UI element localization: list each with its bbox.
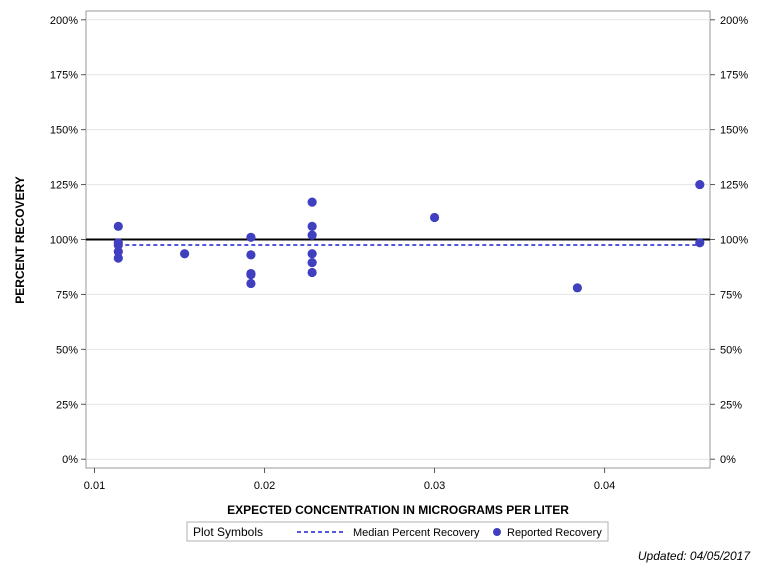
reported-recovery-point <box>307 221 317 231</box>
reported-recovery-point <box>246 232 256 242</box>
y-tick-label-left: 200% <box>50 15 78 27</box>
y-tick-label-left: 100% <box>50 235 78 247</box>
reported-recovery-point <box>180 249 190 259</box>
axis-ticks: 0% 0% 25% 25% 50% 50% 75% 75% 100% 100% 125% 125% 15… <box>50 15 748 492</box>
legend-box <box>186 521 609 542</box>
y-tick-label-right: 100% <box>720 235 748 247</box>
y-tick-label-right: 25% <box>720 399 742 411</box>
reported-recovery-point <box>113 221 123 231</box>
reported-recovery-point <box>246 278 256 289</box>
reported-recovery-point <box>246 250 256 260</box>
legend: Plot Symbols Median Percent Recovery Rep… <box>186 521 609 542</box>
x-tick-label: 0.01 <box>84 480 105 492</box>
y-tick-label-right: 75% <box>720 289 742 301</box>
reported-recovery-point <box>113 246 123 257</box>
reported-recovery-point <box>695 179 705 190</box>
reference-lines <box>86 238 710 246</box>
data-points <box>113 179 705 293</box>
y-tick-label-left: 150% <box>50 125 78 137</box>
legend-median-label: Median Percent Recovery <box>353 527 480 539</box>
reported-recovery-point <box>307 257 317 268</box>
reported-recovery-point <box>307 230 317 240</box>
reported-recovery-point <box>695 238 705 248</box>
x-tick-label: 0.04 <box>594 480 615 492</box>
y-tick-label-right: 0% <box>720 454 736 466</box>
y-axis-title: PERCENT RECOVERY <box>13 176 27 304</box>
y-tick-label-right: 150% <box>720 125 748 137</box>
x-tick-label: 0.02 <box>254 480 275 492</box>
y-tick-label-left: 25% <box>56 399 78 411</box>
y-tick-label-right: 200% <box>720 15 748 27</box>
legend-title: Plot Symbols <box>193 525 263 539</box>
y-tick-label-left: 50% <box>56 344 78 356</box>
grid-lines <box>86 19 710 460</box>
reported-recovery-point <box>113 253 123 263</box>
y-tick-label-right: 125% <box>720 180 748 192</box>
y-tick-label-left: 175% <box>50 70 78 82</box>
reported-recovery-point <box>307 267 317 278</box>
reported-recovery-point <box>307 197 317 207</box>
legend-reported-label: Reported Recovery <box>507 527 602 539</box>
y-tick-label-left: 75% <box>56 289 78 301</box>
y-tick-label-left: 0% <box>62 454 78 466</box>
reported-recovery-point <box>307 249 317 259</box>
reported-recovery-point <box>572 283 582 293</box>
x-tick-label: 0.03 <box>424 480 445 492</box>
reported-recovery-point <box>246 270 256 280</box>
y-tick-label-right: 175% <box>720 70 748 82</box>
x-axis-title: EXPECTED CONCENTRATION IN MICROGRAMS PER… <box>227 503 569 517</box>
y-tick-label-right: 50% <box>720 344 742 356</box>
y-tick-label-left: 125% <box>50 180 78 192</box>
legend-point-swatch <box>493 528 501 536</box>
reported-recovery-point <box>113 240 123 250</box>
updated-timestamp: Updated: 04/05/2017 <box>638 549 751 563</box>
reported-recovery-point <box>429 212 440 223</box>
